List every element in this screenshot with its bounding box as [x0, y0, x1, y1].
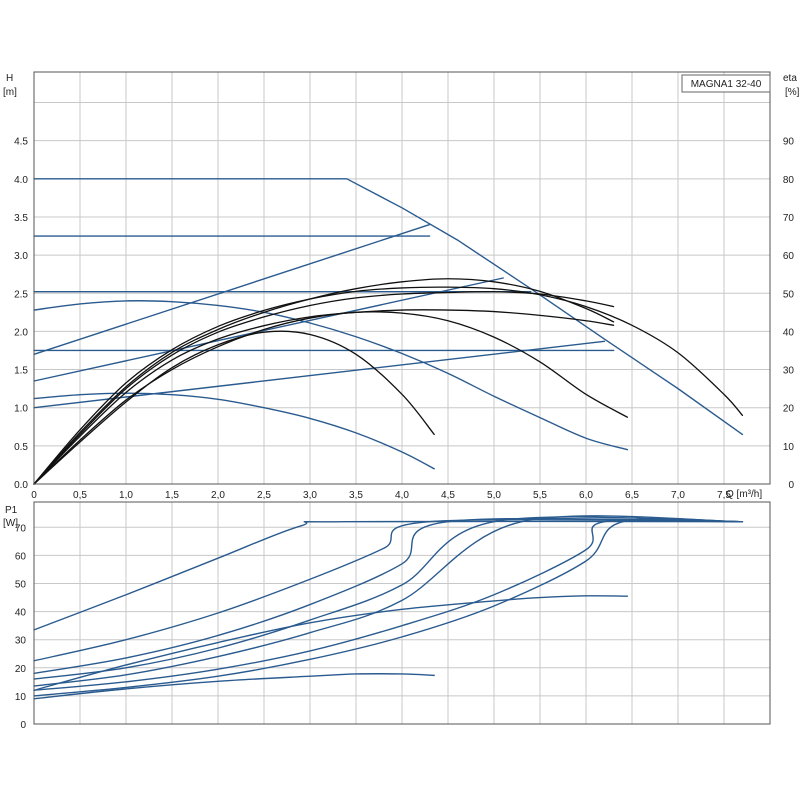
flow-tick-label: 2,0 — [211, 490, 225, 501]
efficiency-curve — [33, 291, 615, 485]
efficiency-curve — [33, 311, 629, 485]
power-curve — [33, 518, 744, 697]
efficiency-tick-labels: 0 10 20 30 40 50 60 70 80 90 — [783, 137, 795, 491]
flow-tick-label: 1,0 — [119, 490, 133, 501]
power-plot-frame — [33, 501, 771, 725]
flow-tick-label: 3,5 — [349, 490, 363, 501]
power-curves — [33, 515, 744, 700]
flow-tick-label: 4,5 — [441, 490, 455, 501]
head-axis-unit: [m] — [3, 87, 17, 98]
flow-tick-label: 0 — [31, 490, 37, 501]
power-tick-label: 30 — [15, 636, 27, 647]
efficiency-tick-label: 50 — [783, 289, 795, 300]
head-tick-label: 0.5 — [14, 442, 28, 453]
power-tick-label: 60 — [15, 551, 27, 562]
head-grid — [34, 72, 770, 484]
power-curve — [33, 518, 744, 691]
power-tick-label: 0 — [20, 720, 26, 731]
head-plot-frame — [33, 71, 771, 485]
head-tick-label: 1.0 — [14, 404, 28, 415]
model-title-box — [681, 74, 771, 93]
head-tick-label: 3.0 — [14, 251, 28, 262]
efficiency-tick-label: 40 — [783, 327, 795, 338]
power-curve — [33, 520, 744, 631]
flow-tick-label: 7,5 — [717, 490, 731, 501]
head-curve — [33, 178, 744, 436]
flow-tick-label: 6,5 — [625, 490, 639, 501]
flow-tick-label: 0,5 — [73, 490, 87, 501]
efficiency-axis-unit: [%] — [785, 87, 800, 98]
model-title: MAGNA1 32-40 — [691, 79, 762, 90]
head-efficiency-panel: 0 0,5 1,0 1,5 2,0 2,5 3,0 3,5 4,0 4,5 5,0 5,5 6,0 6,5… — [3, 71, 800, 501]
head-tick-label: 0.0 — [14, 480, 28, 491]
efficiency-tick-label: 0 — [788, 480, 794, 491]
power-tick-label: 40 — [15, 608, 27, 619]
head-efficiency-curves — [33, 178, 744, 485]
flow-tick-label: 4,0 — [395, 490, 409, 501]
flow-tick-label: 5,5 — [533, 490, 547, 501]
flow-tick-labels: 0 0,5 1,0 1,5 2,0 2,5 3,0 3,5 4,0 4,5 5,0 5,5 6,0 6,5… — [31, 490, 731, 501]
head-curve — [33, 277, 504, 382]
efficiency-tick-label: 20 — [783, 404, 795, 415]
efficiency-curve — [33, 286, 744, 485]
power-curve — [33, 673, 435, 700]
power-curve — [33, 595, 629, 691]
power-panel: 0 10 20 30 40 50 60 70 P1 [W] — [3, 501, 771, 731]
flow-tick-label: 1,5 — [165, 490, 179, 501]
efficiency-tick-label: 30 — [783, 366, 795, 377]
head-tick-label: 2.0 — [14, 327, 28, 338]
power-tick-label: 20 — [15, 664, 27, 675]
power-tick-label: 10 — [15, 692, 27, 703]
flow-tick-label: 2,5 — [257, 490, 271, 501]
head-axis-label: H — [6, 73, 13, 84]
power-curve — [33, 518, 744, 662]
head-tick-label: 2.5 — [14, 289, 28, 300]
head-curve — [33, 340, 606, 409]
flow-axis-label: Q [m³/h] — [726, 489, 762, 500]
efficiency-axis-label: eta — [783, 73, 797, 84]
efficiency-curve — [33, 330, 435, 485]
efficiency-tick-label: 80 — [783, 175, 795, 186]
head-tick-label: 4.0 — [14, 175, 28, 186]
power-tick-label: 50 — [15, 579, 27, 590]
flow-tick-label: 3,0 — [303, 490, 317, 501]
efficiency-tick-label: 70 — [783, 213, 795, 224]
power-tick-labels: 0 10 20 30 40 50 60 70 — [15, 523, 27, 731]
power-curve — [33, 515, 744, 687]
efficiency-tick-label: 60 — [783, 251, 795, 262]
efficiency-tick-label: 10 — [783, 442, 795, 453]
efficiency-tick-label: 90 — [783, 137, 795, 148]
flow-tick-label: 5,0 — [487, 490, 501, 501]
power-axis-unit: [W] — [3, 518, 18, 529]
head-curve — [33, 392, 435, 470]
head-tick-label: 4.5 — [14, 137, 28, 148]
head-tick-label: 3.5 — [14, 213, 28, 224]
efficiency-curve — [33, 278, 615, 485]
head-tick-labels: 0.0 0.5 1.0 1.5 2.0 2.5 3.0 3.5 4.0 4.5 — [14, 137, 28, 491]
power-tick-label: 70 — [15, 523, 27, 534]
head-curve — [33, 223, 431, 355]
head-curve — [33, 300, 629, 451]
flow-tick-label: 6,0 — [579, 490, 593, 501]
head-tick-label: 1.5 — [14, 366, 28, 377]
power-axis-label: P1 — [5, 505, 18, 516]
flow-tick-label: 7,0 — [671, 490, 685, 501]
